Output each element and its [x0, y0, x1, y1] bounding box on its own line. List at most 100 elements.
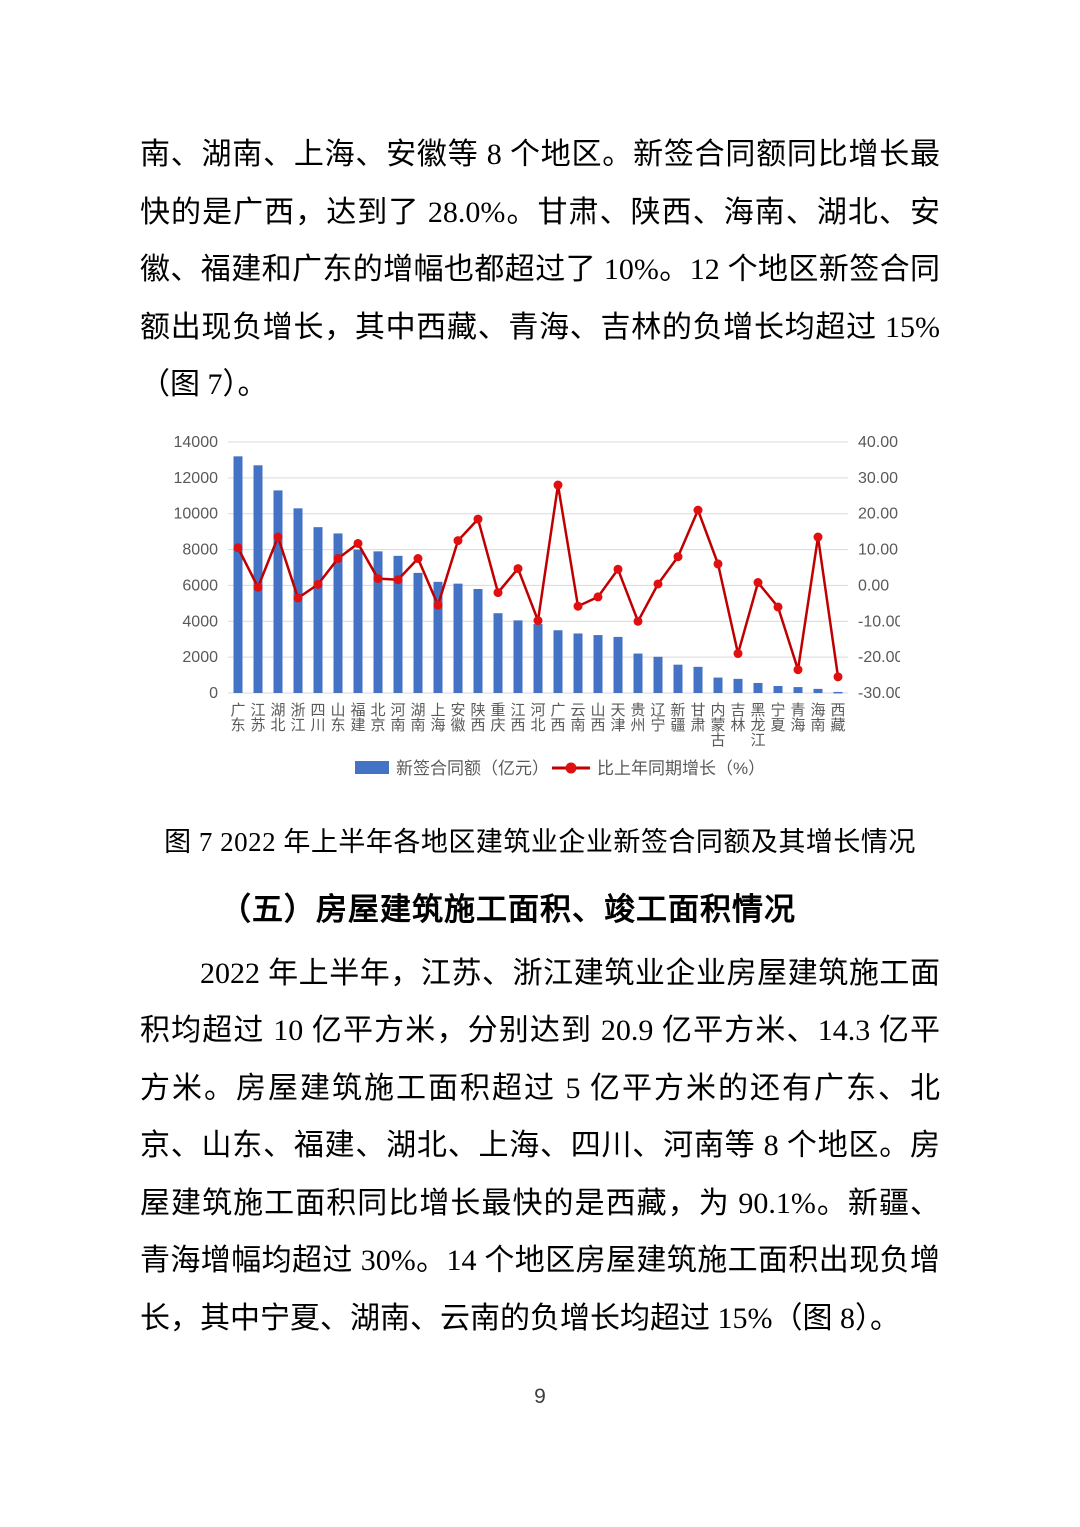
bar-辽宁 [653, 656, 663, 693]
x-label-重庆: 重庆 [490, 702, 505, 734]
x-label-新疆: 新疆 [670, 702, 685, 734]
bar-河北 [533, 623, 543, 693]
growth-point-河南 [393, 574, 403, 584]
bar-青海 [793, 686, 803, 693]
x-label-广西: 广西 [550, 702, 565, 734]
growth-point-内蒙古 [713, 558, 723, 568]
growth-point-青海 [793, 664, 803, 674]
bar-贵州 [633, 653, 643, 693]
y-axis-right-tick: 40.00 [858, 434, 898, 451]
bar-重庆 [493, 612, 503, 693]
page-number: 9 [534, 1385, 546, 1408]
figure-7-caption: 图 7 2022 年上半年各地区建筑业企业新签合同额及其增长情况 [164, 826, 916, 857]
x-label-浙江: 浙江 [290, 702, 305, 734]
legend-bar-swatch [355, 760, 389, 774]
x-label-山西: 山西 [590, 702, 605, 734]
x-label-福建: 福建 [350, 702, 365, 734]
growth-point-四川 [313, 579, 323, 589]
x-label-湖南: 湖南 [410, 702, 425, 734]
growth-point-江西 [513, 563, 523, 573]
growth-point-宁夏 [773, 601, 783, 611]
x-label-江西: 江西 [510, 702, 525, 734]
figure-7-chart-svg: 0 2000 4000 6000 8000 10000 12000 14000 -30.00 -2… [174, 434, 904, 778]
x-label-天津: 天津 [610, 702, 625, 734]
y-axis-right-tick: 20.00 [858, 505, 898, 522]
y-axis-left-tick: 4000 [182, 613, 218, 630]
x-label-河北: 河北 [530, 702, 545, 734]
x-label-陕西: 陕西 [470, 702, 485, 734]
legend-bar-label: 新签合同额（亿元） [396, 759, 549, 778]
bar-江苏 [253, 464, 263, 693]
y-axis-right-tick: -30.00 [858, 685, 900, 702]
bar-宁夏 [773, 685, 783, 693]
legend-line-marker [565, 762, 577, 773]
growth-point-山西 [593, 591, 603, 601]
y-axis-left-tick: 10000 [174, 505, 219, 522]
growth-point-湖北 [273, 532, 283, 542]
x-label-广东: 广东 [230, 702, 245, 734]
bar-四川 [313, 526, 323, 693]
growth-point-湖南 [413, 553, 423, 563]
bar-江西 [513, 619, 523, 693]
x-label-贵州: 贵州 [630, 702, 645, 734]
y-axis-left-tick: 0 [209, 685, 218, 702]
bar-海南 [813, 688, 823, 693]
growth-point-福建 [353, 538, 363, 548]
x-label-四川: 四川 [310, 702, 325, 734]
figure-7: 0 2000 4000 6000 8000 10000 12000 14000 -30.00 -2… [140, 422, 940, 859]
growth-point-广西 [553, 480, 563, 490]
y-axis-right-tick: -20.00 [858, 649, 900, 666]
x-label-山东: 山东 [330, 702, 345, 734]
growth-point-上海 [433, 600, 443, 610]
bar-西藏 [833, 691, 843, 693]
x-label-黑龙江: 黑龙江 [750, 702, 765, 749]
bar-吉林 [733, 678, 743, 693]
y-axis-right-tick: 10.00 [858, 541, 898, 558]
x-label-内蒙古: 内蒙古 [710, 702, 725, 749]
growth-point-吉林 [733, 648, 743, 658]
growth-point-西藏 [833, 671, 843, 681]
x-label-辽宁: 辽宁 [650, 702, 665, 734]
x-label-云南: 云南 [570, 702, 585, 734]
bar-黑龙江 [753, 682, 763, 693]
y-axis-left-tick: 2000 [182, 649, 218, 666]
growth-point-天津 [613, 564, 623, 574]
bar-陕西 [473, 588, 483, 693]
growth-point-贵州 [633, 616, 643, 626]
growth-point-江苏 [253, 582, 263, 592]
x-label-江苏: 江苏 [250, 702, 265, 734]
x-label-宁夏: 宁夏 [770, 702, 785, 734]
bar-河南 [393, 555, 403, 693]
bar-福建 [353, 549, 363, 693]
contract-amount-growth-chart: 0 2000 4000 6000 8000 10000 12000 14000 -30.00 -2… [140, 422, 904, 790]
growth-point-北京 [373, 573, 383, 583]
growth-point-浙江 [293, 592, 303, 602]
bar-上海 [433, 581, 443, 693]
paragraph-floor-space: 2022 年上半年，江苏、浙江建筑业企业房屋建筑施工面积均超过 10 亿平方米，… [140, 956, 940, 1335]
x-label-甘肃: 甘肃 [690, 702, 705, 734]
growth-point-黑龙江 [753, 577, 763, 587]
growth-point-陕西 [473, 514, 483, 524]
growth-point-海南 [813, 532, 823, 542]
x-label-北京: 北京 [370, 702, 385, 734]
bar-山西 [593, 634, 603, 693]
x-label-湖北: 湖北 [270, 702, 285, 734]
bar-甘肃 [693, 666, 703, 693]
growth-point-山东 [333, 553, 343, 563]
growth-point-广东 [233, 542, 243, 552]
bar-北京 [373, 550, 383, 693]
growth-point-云南 [573, 601, 583, 611]
x-label-上海: 上海 [430, 702, 445, 734]
growth-point-河北 [533, 615, 543, 625]
growth-point-新疆 [673, 551, 683, 561]
x-label-河南: 河南 [390, 702, 405, 734]
growth-point-辽宁 [653, 578, 663, 588]
bar-湖南 [413, 572, 423, 693]
y-axis-right-tick: 30.00 [858, 469, 898, 486]
paragraph-contract-growth: 南、湖南、上海、安徽等 8 个地区。新签合同额同比增长最快的是广西，达到了 28… [140, 138, 940, 401]
y-axis-left-tick: 6000 [182, 577, 218, 594]
y-axis-left-tick: 14000 [174, 434, 219, 451]
x-label-吉林: 吉林 [730, 702, 745, 734]
legend-line-label: 比上年同期增长（%） [597, 759, 765, 778]
bar-湖北 [273, 489, 283, 693]
